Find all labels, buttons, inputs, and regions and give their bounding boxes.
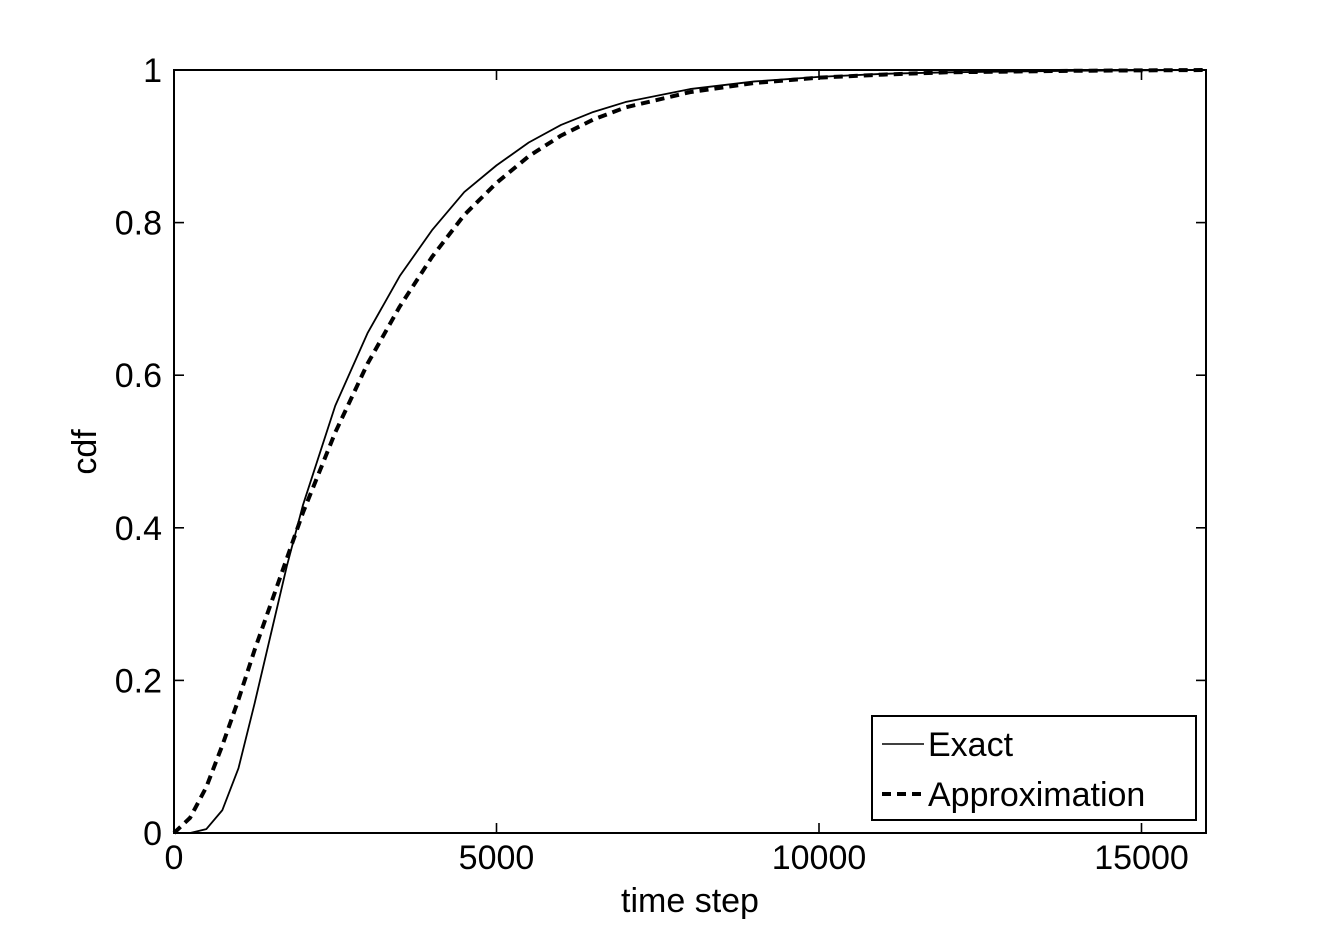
y-tick-label: 1 bbox=[143, 52, 162, 90]
x-axis-label: time step bbox=[621, 882, 759, 920]
y-tick-label: 0.8 bbox=[115, 205, 162, 243]
series-line-approximation bbox=[172, 68, 1207, 835]
legend: Exact Approximation bbox=[871, 715, 1197, 821]
x-tick-label: 5000 bbox=[459, 839, 535, 877]
y-tick-label: 0.6 bbox=[115, 357, 162, 395]
y-tick-label: 0.2 bbox=[115, 662, 162, 700]
legend-label-approximation: Approximation bbox=[928, 776, 1145, 814]
legend-box bbox=[871, 715, 1197, 821]
tick-labels-layer: 0 5000 10000 15000 0 0.2 0.4 0.6 0.8 1 bbox=[115, 52, 1189, 877]
y-axis-label: cdf bbox=[66, 429, 104, 475]
plot-area bbox=[174, 70, 1206, 833]
y-tick-label: 0 bbox=[143, 815, 162, 853]
plot-frame bbox=[173, 69, 1207, 834]
x-tick-label: 0 bbox=[165, 839, 184, 877]
x-tick-label: 15000 bbox=[1094, 839, 1189, 877]
x-tick-label: 10000 bbox=[772, 839, 867, 877]
series-layer bbox=[172, 68, 1207, 835]
y-tick-label: 0.4 bbox=[115, 510, 162, 548]
legend-label-exact: Exact bbox=[928, 726, 1014, 764]
